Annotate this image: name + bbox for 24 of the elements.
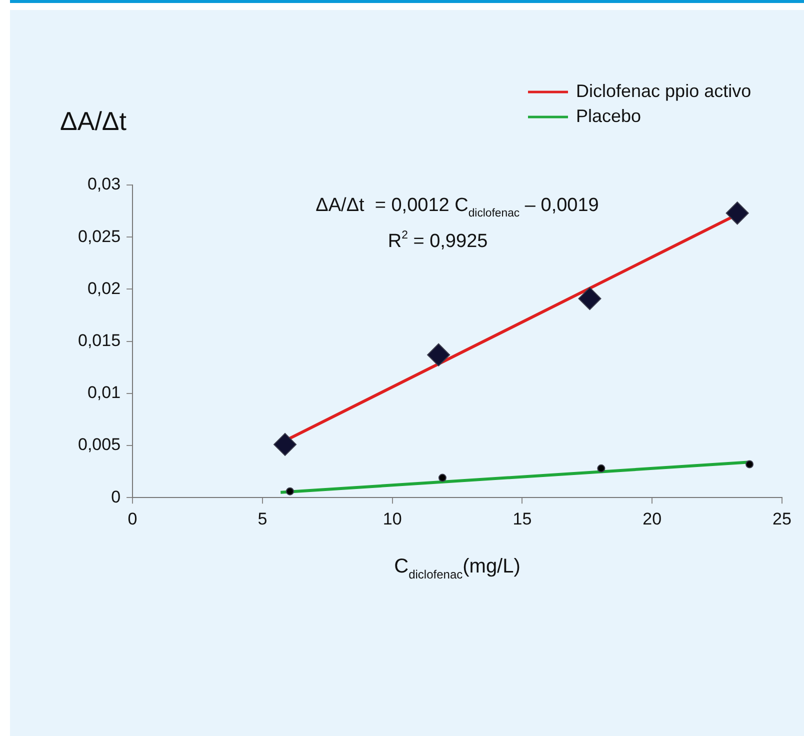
point <box>726 202 749 225</box>
x-tick-label: 10 <box>382 509 402 528</box>
point <box>578 287 602 310</box>
point <box>438 474 446 482</box>
legend-label: Placebo <box>576 106 642 126</box>
x-tick-label: 15 <box>512 509 532 528</box>
point <box>597 464 606 472</box>
y-tick-label: 0,015 <box>78 330 121 350</box>
point <box>746 460 754 468</box>
y-axis-title: ΔA/Δt <box>60 106 128 136</box>
x-tick-label: 5 <box>258 509 268 528</box>
point <box>286 487 294 496</box>
y-tick-label: 0,025 <box>78 226 121 246</box>
x-tick-label: 0 <box>128 509 138 528</box>
y-tick-label: 0 <box>111 487 121 506</box>
point <box>427 343 450 366</box>
y-tick-label: 0,03 <box>87 174 121 194</box>
x-tick-label: 20 <box>642 509 662 528</box>
x-tick-label: 25 <box>772 509 792 528</box>
y-tick-label: 0,005 <box>78 435 121 454</box>
point <box>274 432 297 456</box>
y-tick-label: 0,02 <box>87 278 121 298</box>
y-tick-label: 0,01 <box>87 383 121 402</box>
legend-label: Diclofenac ppio activo <box>576 80 752 101</box>
